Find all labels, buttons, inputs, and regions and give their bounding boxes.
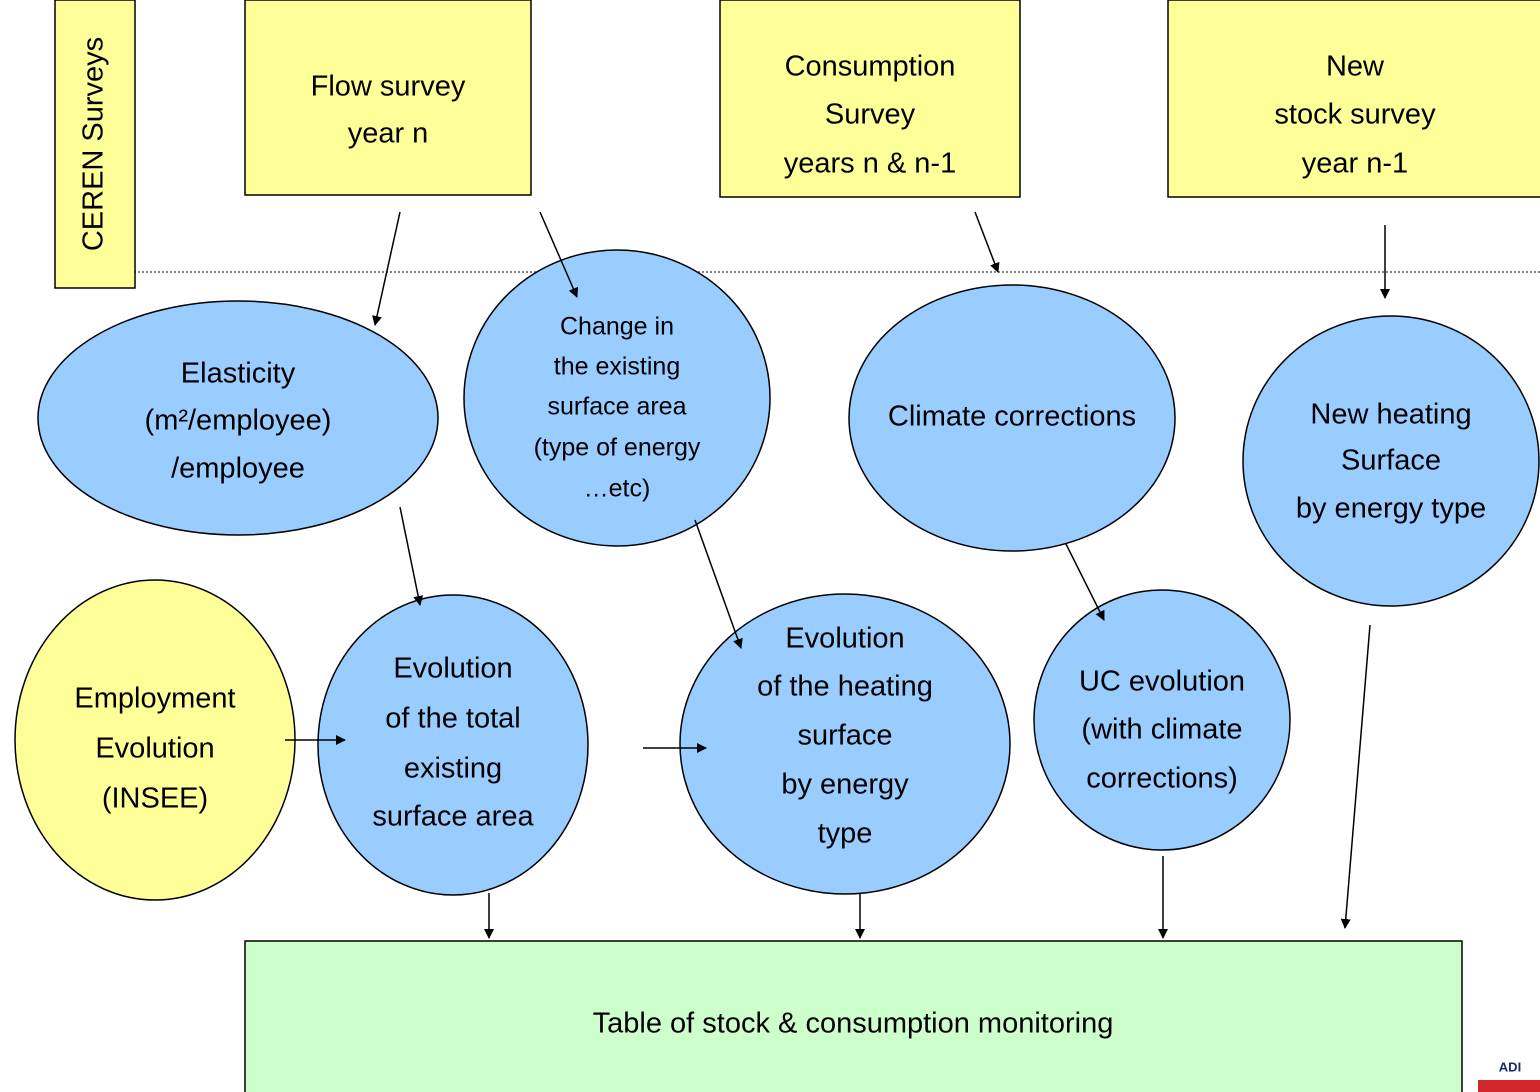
ellipse-node [1033, 589, 1291, 851]
node-label: surface area [372, 801, 534, 833]
node-label: stock survey [1274, 99, 1436, 131]
box [244, 0, 532, 196]
node-label: (with climate [1081, 714, 1242, 746]
node-label: Evolution [785, 623, 904, 655]
node-label: Elasticity [181, 358, 296, 390]
node-label: type [818, 818, 873, 850]
node-label: New [1326, 51, 1385, 83]
arrow [694, 519, 743, 649]
arrow [1340, 624, 1371, 929]
side-box [54, 0, 136, 289]
ellipse-node [317, 594, 589, 896]
arrow [974, 211, 1000, 273]
node-label: Consumption [785, 51, 956, 83]
node-label: New heating [1310, 399, 1471, 431]
ellipse-node [463, 249, 771, 547]
box [719, 0, 1021, 198]
node-label: years n & n-1 [784, 148, 956, 180]
arrow [539, 211, 578, 298]
ellipse-node [1242, 315, 1540, 607]
node-label: Evolution [95, 733, 214, 765]
box [1167, 0, 1540, 198]
node-label: Change in [560, 313, 674, 341]
node-label: Survey [825, 99, 916, 131]
node-label: by energy [781, 769, 909, 801]
node-label: Evolution [393, 653, 512, 685]
node-label: (m²/employee) [145, 405, 332, 437]
side-label: CEREN Surveys [78, 37, 110, 251]
node-label: year n-1 [1302, 148, 1408, 180]
node-label: Employment [74, 683, 235, 715]
node-label: surface area [548, 393, 687, 421]
node-label: corrections) [1086, 763, 1238, 795]
ellipse-node [679, 593, 1011, 895]
ellipse-node [848, 284, 1176, 552]
node-label: the existing [554, 353, 680, 381]
node-label: Table of stock & consumption monitoring [593, 1008, 1114, 1040]
arrow [1065, 543, 1105, 621]
node-label: of the total [385, 703, 520, 735]
logo-text: ADI [1499, 1059, 1521, 1074]
node-label: by energy type [1296, 493, 1486, 525]
node-label: /employee [171, 453, 305, 485]
node-label: (type of energy [534, 434, 701, 462]
arrow [399, 506, 424, 606]
node-label: (INSEE) [102, 783, 208, 815]
node-label: UC evolution [1079, 666, 1245, 698]
node-label: Surface [1341, 445, 1441, 477]
node-label: of the heating [757, 671, 933, 703]
node-label: Climate corrections [888, 401, 1136, 433]
arrow [372, 211, 401, 326]
node-label: existing [404, 753, 502, 785]
box [244, 940, 1463, 1092]
node-label: year n [348, 118, 429, 150]
node-label: Flow survey [311, 71, 466, 103]
node-label: surface [797, 720, 892, 752]
ellipse-node [37, 300, 439, 536]
logo-band [1478, 1080, 1540, 1092]
node-label: …etc) [584, 475, 651, 503]
